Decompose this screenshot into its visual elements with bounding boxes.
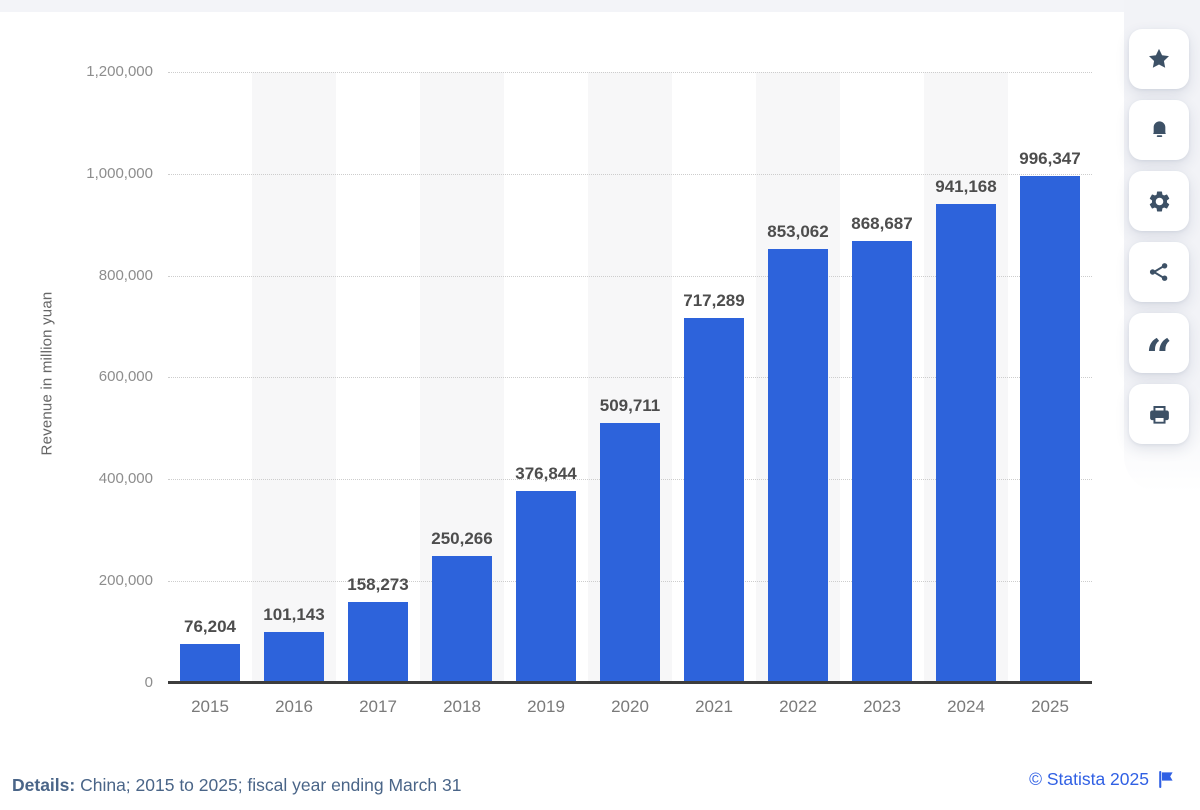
x-axis-line <box>168 681 1092 684</box>
details-value: China; 2015 to 2025; fiscal year ending … <box>75 775 462 795</box>
bar-2019[interactable] <box>516 491 576 683</box>
favorite-button[interactable] <box>1129 29 1189 89</box>
share-icon <box>1147 260 1171 284</box>
y-tick-label: 800,000 <box>98 267 153 284</box>
details-label: Details: <box>12 775 76 795</box>
bar-2016[interactable] <box>264 632 324 683</box>
bar-value-label-2020: 509,711 <box>599 396 661 415</box>
x-tick-label-2017: 2017 <box>359 697 397 716</box>
bar-2018[interactable] <box>432 556 492 683</box>
bar-value-label-2015: 76,204 <box>184 617 236 636</box>
y-tick-label: 600,000 <box>98 368 153 385</box>
statista-copyright-link[interactable]: © Statista 2025 <box>1029 769 1149 789</box>
bar-value-label-2017: 158,273 <box>347 575 409 594</box>
bar-2017[interactable] <box>348 602 408 683</box>
gridline-600,000 <box>168 377 1092 378</box>
bar-value-label-2022: 853,062 <box>767 222 829 241</box>
cite-button[interactable]: “ <box>1129 313 1189 383</box>
x-tick-label-2023: 2023 <box>863 697 901 716</box>
details-text: Details: China; 2015 to 2025; fiscal yea… <box>12 775 461 796</box>
settings-button[interactable] <box>1129 171 1189 231</box>
y-tick-label: 0 <box>144 674 153 691</box>
bar-2021[interactable] <box>684 318 744 683</box>
bar-value-label-2019: 376,844 <box>515 464 577 483</box>
x-tick-label-2016: 2016 <box>275 697 313 716</box>
y-tick-label: 1,000,000 <box>86 165 153 182</box>
x-tick-label-2022: 2022 <box>779 697 817 716</box>
bar-2025[interactable] <box>1020 176 1080 683</box>
notifications-button[interactable] <box>1129 100 1189 160</box>
gridline-1,000,000 <box>168 174 1092 175</box>
x-tick-label-2015: 2015 <box>191 697 229 716</box>
bar-2020[interactable] <box>600 423 660 683</box>
bar-2024[interactable] <box>936 204 996 683</box>
x-tick-label-2018: 2018 <box>443 697 481 716</box>
bell-icon <box>1147 118 1172 143</box>
gridline-800,000 <box>168 276 1092 277</box>
y-tick-label: 400,000 <box>98 470 153 487</box>
x-tick-label-2020: 2020 <box>611 697 649 716</box>
x-tick-label-2019: 2019 <box>527 697 565 716</box>
print-icon <box>1147 402 1172 427</box>
bar-2015[interactable] <box>180 644 240 683</box>
quote-icon: “ <box>1145 329 1173 383</box>
gear-icon <box>1147 189 1172 214</box>
y-tick-label: 200,000 <box>98 572 153 589</box>
bar-value-label-2024: 941,168 <box>935 177 997 196</box>
share-button[interactable] <box>1129 242 1189 302</box>
star-icon <box>1146 46 1172 72</box>
print-button[interactable] <box>1129 384 1189 444</box>
bar-2022[interactable] <box>768 249 828 683</box>
bar-value-label-2023: 868,687 <box>851 214 913 233</box>
x-tick-label-2021: 2021 <box>695 697 733 716</box>
bar-value-label-2021: 717,289 <box>683 291 745 310</box>
x-tick-label-2025: 2025 <box>1031 697 1069 716</box>
bar-value-label-2018: 250,266 <box>431 529 493 548</box>
x-tick-label-2024: 2024 <box>947 697 985 716</box>
bar-value-label-2025: 996,347 <box>1019 149 1081 168</box>
page-top-strip <box>0 0 1200 12</box>
report-flag-icon[interactable] <box>1158 770 1174 789</box>
bar-2023[interactable] <box>852 241 912 683</box>
gridline-1,200,000 <box>168 72 1092 73</box>
y-tick-label: 1,200,000 <box>86 63 153 80</box>
footer-credit: © Statista 2025 <box>1029 769 1174 790</box>
bar-value-label-2016: 101,143 <box>263 605 325 624</box>
